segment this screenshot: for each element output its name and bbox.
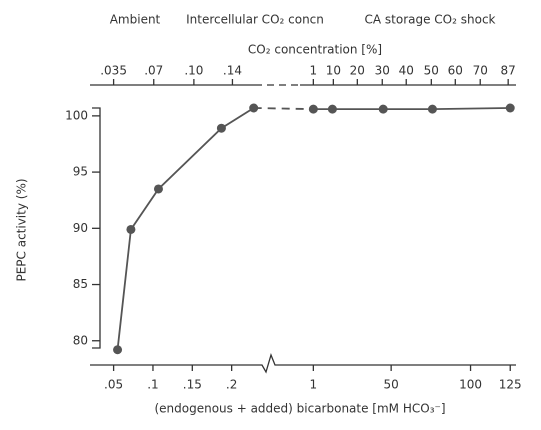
x-axis-title: (endogenous + added) bicarbonate [mM HCO… — [154, 402, 445, 416]
header-label: Ambient — [110, 13, 161, 27]
top-tick-label: .035 — [100, 64, 127, 78]
data-point — [153, 184, 163, 194]
data-point — [378, 104, 388, 114]
y-tick-label: 80 — [73, 333, 88, 347]
top-tick-label: .10 — [184, 64, 203, 78]
y-axis-title: PEPC activity (%) — [15, 178, 29, 281]
line-break — [253, 107, 314, 111]
data-line — [313, 107, 511, 111]
x-tick-label: .05 — [104, 378, 123, 392]
top-tick-label: 30 — [375, 64, 390, 78]
x-tick-label: .2 — [226, 378, 237, 392]
data-point — [113, 345, 123, 355]
header-label: CA storage CO₂ shock — [365, 13, 496, 27]
data-point — [427, 104, 437, 114]
y-tick-label: 100 — [65, 108, 88, 122]
header-label: Intercellular CO₂ concn — [186, 13, 324, 27]
x-tick-label: 100 — [459, 378, 482, 392]
data-point — [216, 123, 226, 133]
data-point — [126, 224, 136, 234]
y-tick-label: 90 — [73, 221, 88, 235]
x-tick-label: 50 — [384, 378, 399, 392]
top-tick-label: 50 — [424, 64, 439, 78]
top-tick-label: 10 — [326, 64, 341, 78]
data-point — [327, 104, 337, 114]
x-tick-label: 125 — [499, 378, 522, 392]
data-point — [249, 103, 259, 113]
top-tick-label: 87 — [501, 64, 516, 78]
top-axis-title: CO₂ concentration [%] — [248, 43, 382, 57]
top-tick-label: 20 — [350, 64, 365, 78]
y-tick-label: 85 — [73, 277, 88, 291]
data-point — [308, 104, 318, 114]
top-tick-label: 40 — [399, 64, 414, 78]
top-tick-label: 70 — [473, 64, 488, 78]
top-tick-label: .14 — [223, 64, 242, 78]
y-tick-label: 95 — [73, 165, 88, 179]
x-tick-label: 1 — [310, 378, 318, 392]
bottom-axis — [90, 353, 516, 374]
top-tick-label: 60 — [448, 64, 463, 78]
data-point — [505, 103, 515, 113]
top-tick-label: .07 — [144, 64, 163, 78]
data-line — [116, 107, 255, 350]
x-tick-label: .15 — [183, 378, 202, 392]
top-tick-label: 1 — [310, 64, 318, 78]
x-tick-label: .1 — [147, 378, 158, 392]
